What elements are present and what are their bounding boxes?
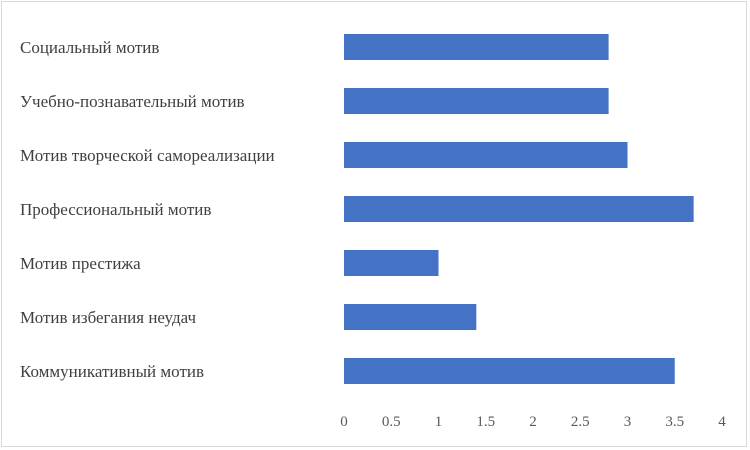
category-label-2: Учебно-познавательный мотив [20, 92, 245, 111]
bar-7 [344, 358, 675, 384]
x-tick-labels-group: 0 0.5 1 1.5 2 2.5 3 3.5 4 [340, 414, 726, 430]
category-label-1: Социальный мотив [20, 38, 159, 57]
x-tick-label-5: 2 [529, 414, 537, 430]
bar-6 [344, 304, 477, 330]
x-tick-label-8: 3.5 [665, 414, 684, 430]
bar-1 [344, 34, 609, 60]
x-tick-label-1: 0 [340, 414, 348, 430]
category-label-5: Мотив престижа [20, 254, 141, 273]
x-tick-label-2: 0.5 [382, 414, 401, 430]
bar-4 [344, 196, 694, 222]
bars-group [344, 34, 694, 384]
category-label-3: Мотив творческой самореализации [20, 146, 275, 165]
category-labels-group: Социальный мотив Учебно-познавательный мо… [20, 38, 275, 381]
x-tick-label-7: 3 [624, 414, 632, 430]
x-tick-label-9: 4 [718, 414, 726, 430]
category-label-7: Коммуникативный мотив [20, 362, 204, 381]
category-label-4: Профессиональный мотив [20, 200, 211, 219]
x-tick-label-3: 1 [435, 414, 443, 430]
bar-5 [344, 250, 439, 276]
x-tick-label-4: 1.5 [476, 414, 495, 430]
x-tick-label-6: 2.5 [571, 414, 590, 430]
bar-3 [344, 142, 628, 168]
bar-2 [344, 88, 609, 114]
category-label-6: Мотив избегания неудач [20, 308, 197, 327]
